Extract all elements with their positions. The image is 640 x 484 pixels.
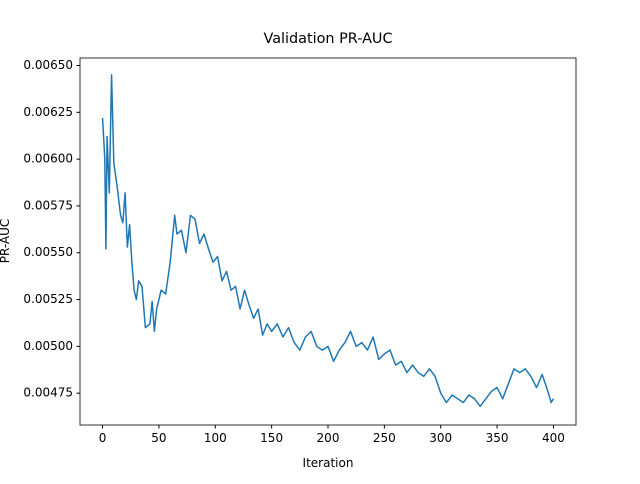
line-series [101,74,555,408]
x-tick-label: 0 [99,431,107,445]
x-tick-label: 300 [429,431,452,445]
x-tick-label: 400 [542,431,565,445]
y-tick-label: 0.00575 [23,198,73,212]
y-tick-label: 0.00625 [23,105,73,119]
x-tick-label: 350 [486,431,509,445]
x-axis-label: Iteration [303,456,354,470]
y-tick-label: 0.00600 [23,152,73,166]
x-tick-label: 100 [204,431,227,445]
chart-title: Validation PR-AUC [263,31,392,47]
x-tick-label: 50 [151,431,166,445]
y-tick-label: 0.00500 [23,339,73,353]
x-tick-label: 250 [373,431,396,445]
plot-frame [79,57,577,426]
y-tick-label: 0.00475 [23,386,73,400]
y-axis-label: PR-AUC [0,219,12,264]
y-tick-label: 0.00525 [23,292,73,306]
y-tick-label: 0.00550 [23,245,73,259]
x-tick-label: 150 [260,431,283,445]
y-tick-label: 0.00650 [23,58,73,72]
x-tick-label: 200 [317,431,340,445]
